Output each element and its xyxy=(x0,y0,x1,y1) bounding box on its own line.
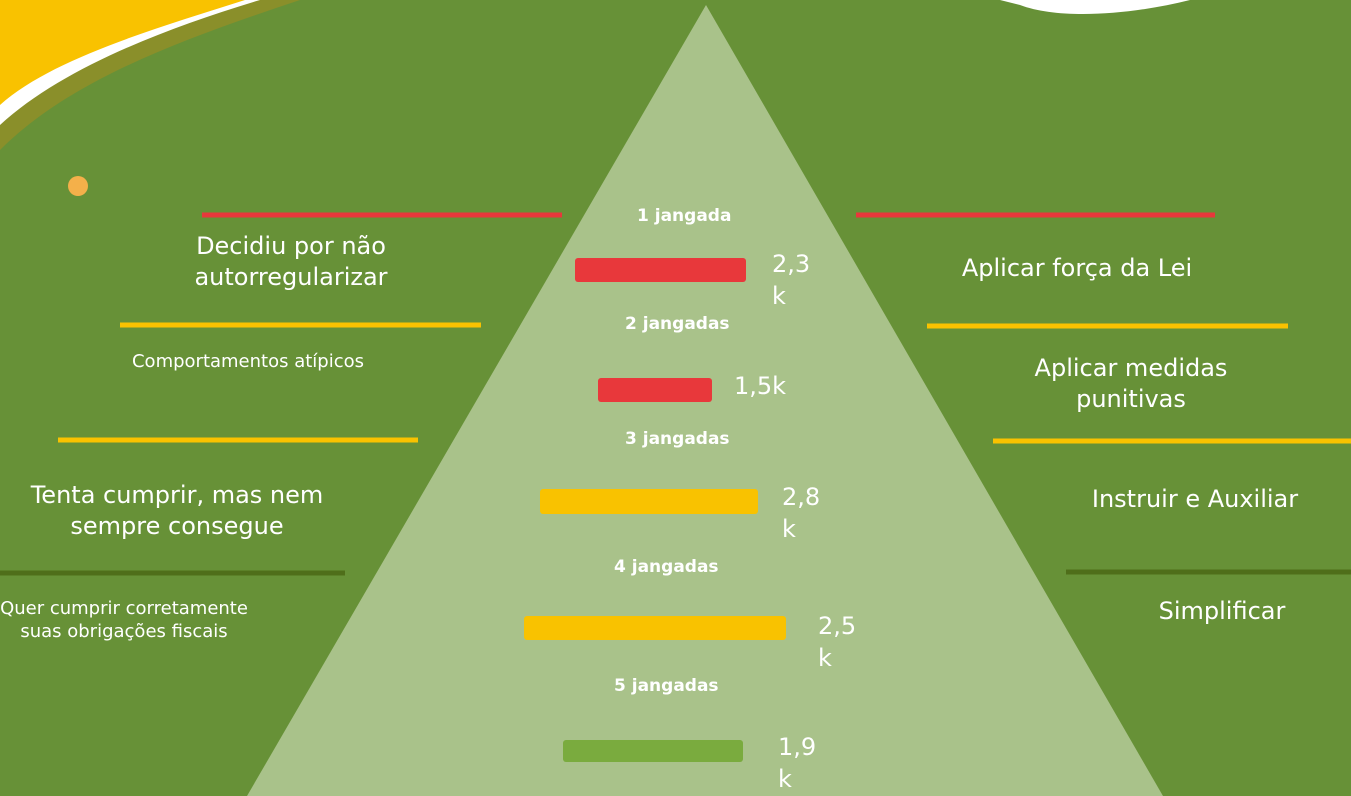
level-bar xyxy=(575,258,746,282)
action: Aplicar medidas punitivas xyxy=(1034,354,1228,414)
action: Aplicar força da Lei xyxy=(961,254,1193,282)
dividers xyxy=(0,212,1351,576)
top-right-blob xyxy=(1000,0,1190,15)
level-value: 2,5k xyxy=(818,612,857,673)
level-title: 2 jangadas xyxy=(625,314,730,334)
behavior: Tenta cumprir, mas nem sempre consegue xyxy=(30,481,324,541)
level-title: 4 jangadas xyxy=(614,557,719,577)
action: Instruir e Auxiliar xyxy=(1091,485,1299,513)
level-bar xyxy=(563,740,743,762)
dot xyxy=(68,176,88,196)
level-bar xyxy=(598,378,712,402)
level-value: 1,9k xyxy=(778,733,817,794)
level-title: 3 jangadas xyxy=(625,429,730,449)
level-title: 1 jangada xyxy=(637,206,732,226)
level-bar xyxy=(540,489,758,514)
level-value: 2,8k xyxy=(782,483,821,544)
behavior: Decidiu por não autorregularizar xyxy=(194,232,388,292)
behavior: Comportamentos atípicos xyxy=(131,351,365,372)
action: Simplificar xyxy=(1158,597,1286,625)
level-value: 1,5k xyxy=(734,372,787,400)
corner-yellow xyxy=(0,0,245,105)
level-title: 5 jangadas xyxy=(614,676,719,696)
level-bar xyxy=(524,616,786,640)
level-value: 2,3k xyxy=(772,250,811,311)
behavior: Quer cumprir corretamente suas obrigaçõe… xyxy=(0,598,248,643)
